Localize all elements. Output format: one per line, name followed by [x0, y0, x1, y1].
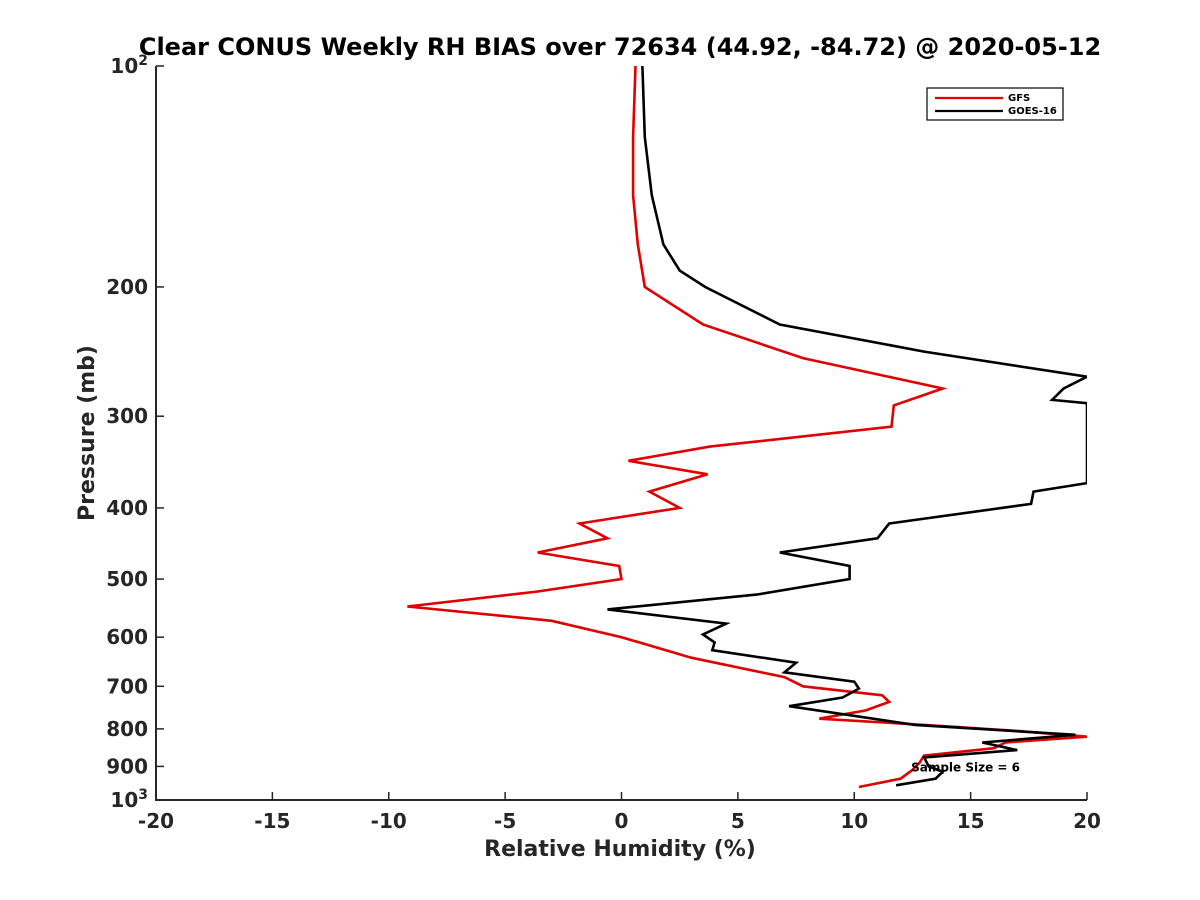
- legend-label-goes16: GOES-16: [1008, 106, 1057, 117]
- series-line-goes-16: [607, 66, 1087, 787]
- legend-label-gfs: GFS: [1008, 93, 1030, 104]
- y-tick-label: 200: [106, 275, 148, 299]
- y-tick-label: 102: [110, 53, 148, 78]
- ticks-layer: -20 -15 -10 -5 0 5 10 15 20 102 200 300 400 500 600 700…: [106, 53, 1101, 833]
- x-tick-label: 20: [1073, 809, 1101, 833]
- y-tick-label: 900: [106, 754, 148, 778]
- x-tick-label: -20: [138, 809, 174, 833]
- y-tick-label: 300: [106, 404, 148, 428]
- x-tick-label: 5: [731, 809, 745, 833]
- y-tick-label: 103: [110, 787, 148, 812]
- x-tick-label: -15: [254, 809, 290, 833]
- legend: GFS GOES-16: [926, 87, 1064, 121]
- series-line-gfs: [407, 66, 1087, 789]
- chart-title: Clear CONUS Weekly RH BIAS over 72634 (4…: [139, 33, 1101, 61]
- y-tick-label: 600: [106, 625, 148, 649]
- x-tick-label: -5: [494, 809, 516, 833]
- legend-box: [926, 87, 1064, 121]
- y-tick-label: 800: [106, 717, 148, 741]
- y-tick-label: 400: [106, 496, 148, 520]
- sample-size-annotation: Sample Size = 6: [911, 760, 1020, 774]
- x-tick-label: 10: [840, 809, 868, 833]
- x-tick-label: 0: [615, 809, 629, 833]
- x-tick-label: 15: [957, 809, 985, 833]
- y-tick-label: 500: [106, 567, 148, 591]
- series-layer: [407, 66, 1087, 789]
- y-axis-label: Pressure (mb): [75, 345, 100, 521]
- y-tick-label: 700: [106, 674, 148, 698]
- x-tick-label: -10: [371, 809, 407, 833]
- axis-frame: [155, 66, 1087, 801]
- axes-layer: [155, 66, 1087, 801]
- x-axis-label: Relative Humidity (%): [484, 837, 756, 862]
